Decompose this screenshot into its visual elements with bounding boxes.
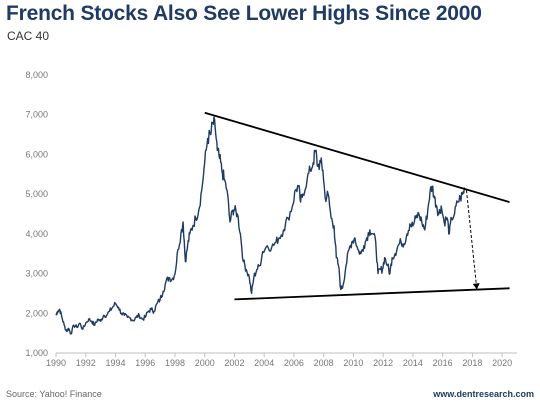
x-tick-label: 1990	[46, 358, 66, 368]
y-axis: 1,000 2,000 3,000 4,000 5,000 6,000 7,000 8,000	[25, 70, 48, 358]
x-tick-label: 1996	[135, 358, 155, 368]
upper-trendline	[204, 111, 510, 203]
website-link[interactable]: www.dentresearch.com	[433, 389, 534, 399]
cac40-series-line	[55, 116, 466, 335]
y-tick-label: 3,000	[25, 269, 48, 279]
y-tick-label: 6,000	[25, 149, 48, 159]
chart-subtitle: CAC 40	[7, 29, 50, 43]
y-tick-label: 5,000	[25, 189, 48, 199]
x-tick-label: 1992	[76, 358, 96, 368]
chart-title: French Stocks Also See Lower Highs Since…	[6, 2, 482, 25]
y-tick-label: 7,000	[25, 110, 48, 120]
y-tick-label: 2,000	[25, 308, 48, 318]
y-tick-label: 1,000	[25, 348, 48, 358]
x-tick-label: 2020	[492, 358, 512, 368]
x-tick-label: 2010	[343, 358, 363, 368]
x-axis: 1990 1992 1994 1996 1998 2000 2002 2004 2006 2008…	[46, 353, 512, 368]
x-tick-label: 2004	[254, 358, 274, 368]
y-tick-label: 8,000	[25, 70, 48, 80]
projection-arrow-head	[472, 283, 480, 290]
x-tick-label: 2002	[224, 358, 244, 368]
x-tick-label: 1994	[105, 358, 125, 368]
x-tick-label: 2014	[403, 358, 423, 368]
x-tick-label: 2016	[433, 358, 453, 368]
x-tick-label: 2006	[284, 358, 304, 368]
source-note: Source: Yahoo! Finance	[6, 389, 102, 399]
projection-arrow	[465, 190, 478, 290]
x-tick-label: 2000	[195, 358, 215, 368]
x-tick-label: 2018	[462, 358, 482, 368]
x-tick-label: 2012	[373, 358, 393, 368]
y-tick-label: 4,000	[25, 229, 48, 239]
lower-trendline	[234, 287, 510, 301]
x-tick-label: 1998	[165, 358, 185, 368]
x-tick-label: 2008	[314, 358, 334, 368]
